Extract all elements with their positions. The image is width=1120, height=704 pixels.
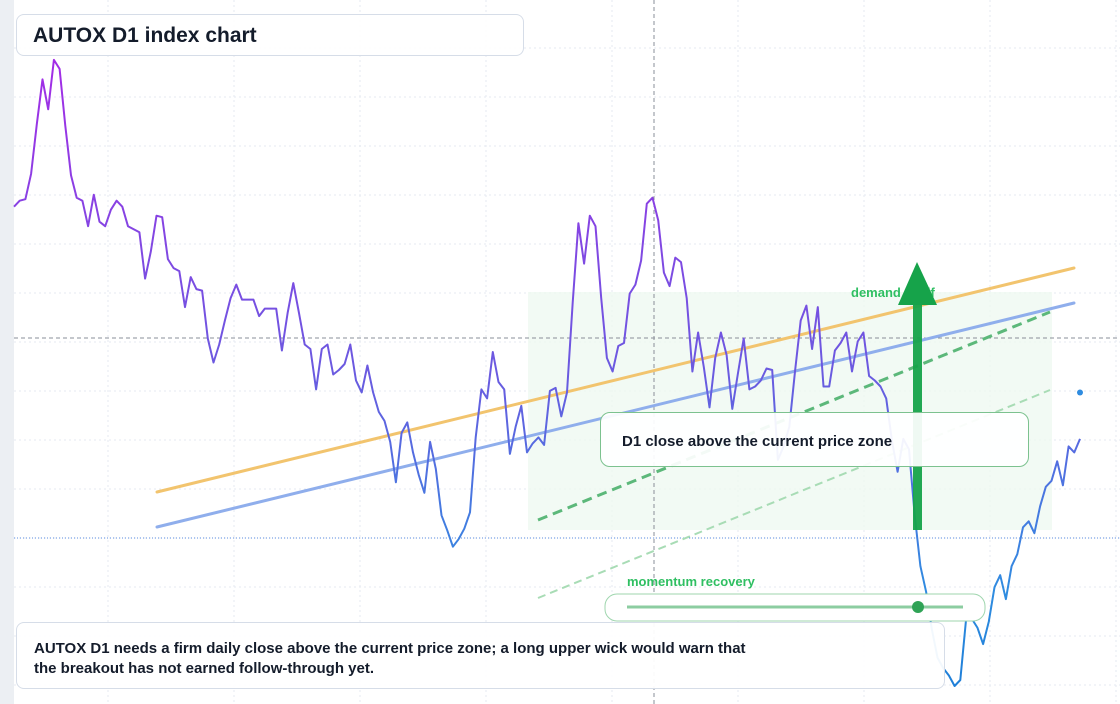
note-card: D1 close above the current price zone (600, 412, 1029, 467)
dot-icon (1077, 389, 1083, 396)
momentum-knob (912, 601, 924, 613)
momentum-label: momentum recovery (627, 574, 756, 589)
caption-card: AUTOX D1 needs a firm daily close above … (16, 622, 945, 689)
left-axis-strip (0, 0, 14, 704)
note-text: D1 close above the current price zone (622, 433, 893, 450)
chart-title: AUTOX D1 index chart (33, 24, 257, 47)
title-card: AUTOX D1 index chart (16, 14, 524, 56)
caption-text: AUTOX D1 needs a firm daily close above … (34, 640, 746, 677)
